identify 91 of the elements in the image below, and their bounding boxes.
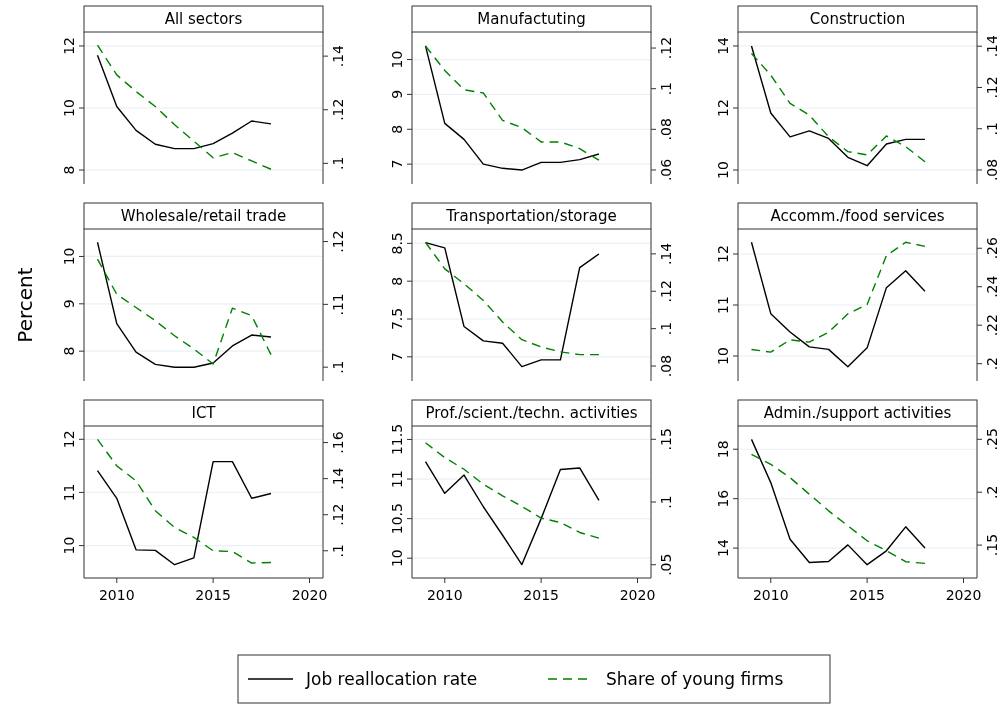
y-tick-label: 11.5 (389, 423, 405, 456)
y-tick-label: 14 (715, 539, 731, 558)
y-tick-label: 10 (61, 536, 77, 555)
y-tick-label: 11 (61, 483, 77, 502)
line-series (424, 441, 600, 539)
y2-tick-label: .2 (984, 485, 1001, 499)
y2-tick-label: .12 (330, 98, 347, 121)
line-series (96, 54, 272, 150)
x-tick-label: 2015 (195, 587, 231, 603)
y2-tick-label: .11 (330, 293, 347, 316)
y2-tick-label: .2 (984, 357, 1001, 371)
line-series (96, 44, 272, 170)
y-tick-label: 14 (715, 36, 731, 55)
y2-tick-label: .06 (658, 158, 675, 182)
line-series (96, 438, 272, 564)
line-series (424, 460, 600, 566)
y2-tick-label: .26 (984, 237, 1001, 260)
legend-label: Job reallocation rate (305, 669, 478, 689)
y-tick-label: 9 (389, 89, 405, 99)
chart-title: Transportation/storage (445, 207, 617, 225)
chart-title: Wholesale/retail trade (120, 207, 287, 225)
y2-tick-label: .1 (330, 360, 347, 374)
y2-tick-label: .14 (658, 242, 675, 265)
y-tick-label: 8 (61, 346, 77, 356)
chart-title: Admin./support activities (763, 404, 952, 422)
y2-tick-label: .05 (658, 553, 675, 576)
y-tick-label: 8 (389, 124, 405, 134)
y-tick-label: 10.5 (389, 503, 405, 535)
y-tick-label: 7 (389, 159, 405, 169)
y2-tick-label: .15 (984, 533, 1001, 557)
y2-tick-label: .24 (984, 275, 1001, 298)
x-tick-label: 2020 (945, 587, 982, 603)
y-tick-label: 8 (389, 276, 405, 286)
line-series (96, 460, 272, 566)
y2-tick-label: .12 (658, 36, 675, 60)
y2-tick-label: .14 (984, 35, 1001, 58)
chart-title: ICT (191, 404, 217, 422)
y-tick-label: 8.5 (389, 232, 405, 255)
y-tick-label: 10 (61, 247, 77, 266)
y-tick-label: 12 (715, 245, 731, 263)
y-tick-label: 11 (389, 470, 405, 488)
y-tick-label: 11 (715, 296, 731, 314)
y-tick-label: 7 (389, 352, 405, 362)
y2-tick-label: .1 (658, 321, 675, 336)
chart-title: Accomm./food services (770, 207, 945, 225)
y2-tick-label: .08 (658, 354, 675, 378)
y-axis-title: Percent (13, 267, 37, 343)
legend-label: Share of young firms (606, 669, 784, 689)
y2-tick-label: .1 (658, 495, 675, 509)
y-tick-label: 12 (61, 37, 77, 55)
y2-tick-label: .1 (658, 82, 675, 96)
line-series (96, 258, 272, 365)
line-series (96, 241, 272, 368)
x-tick-label: 2015 (523, 587, 559, 603)
chart-title: Prof./scient./techn. activities (425, 404, 638, 422)
y2-tick-label: .12 (330, 503, 347, 526)
x-tick-label: 2015 (849, 587, 885, 603)
y2-tick-label: .1 (330, 156, 347, 171)
x-tick-label: 2020 (291, 587, 328, 603)
y2-tick-label: .08 (984, 158, 1001, 182)
y2-tick-label: .12 (658, 280, 675, 303)
y-tick-label: 7.5 (389, 307, 405, 331)
y-tick-label: 10 (715, 161, 731, 179)
y-tick-label: 10 (61, 99, 77, 117)
y2-tick-label: .12 (984, 76, 1001, 99)
x-tick-label: 2010 (98, 587, 135, 603)
y-tick-label: 10 (389, 549, 405, 568)
y-tick-label: 18 (715, 440, 731, 459)
x-tick-label: 2010 (426, 587, 463, 603)
y-tick-label: 12 (61, 430, 77, 449)
y2-tick-label: .15 (658, 428, 675, 451)
y-tick-label: 10 (389, 50, 405, 69)
y2-tick-label: .08 (658, 118, 675, 141)
y-tick-label: 10 (715, 347, 731, 365)
y2-tick-label: .12 (330, 230, 347, 253)
x-tick-label: 2020 (619, 587, 656, 603)
y2-tick-label: .1 (330, 544, 347, 558)
y2-tick-label: .1 (984, 122, 1001, 136)
y2-tick-label: .14 (330, 467, 347, 490)
y-tick-label: 9 (61, 299, 77, 309)
chart-title: All sectors (164, 10, 243, 28)
y2-tick-label: .22 (984, 314, 1001, 337)
chart-title: Construction (809, 10, 906, 28)
y-tick-label: 12 (715, 99, 731, 117)
y2-tick-label: .25 (984, 428, 1001, 451)
x-tick-label: 2010 (752, 587, 789, 603)
y2-tick-label: .14 (330, 44, 347, 68)
y2-tick-label: .16 (330, 431, 347, 454)
chart-title: Manufactuting (477, 10, 586, 28)
y-tick-label: 16 (715, 489, 731, 508)
y-tick-label: 8 (61, 165, 77, 175)
